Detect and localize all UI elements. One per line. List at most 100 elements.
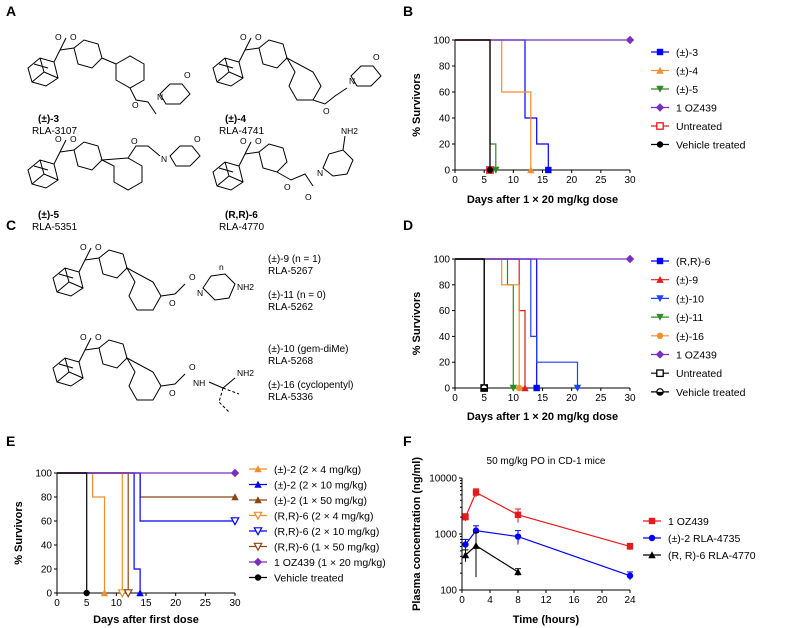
structure-compound-9-11: O O O O N n NH2 [52, 242, 254, 311]
series-end-marker [100, 589, 109, 597]
y-axis-label: % Survivors [13, 501, 25, 565]
x-tick-label: 20 [596, 595, 608, 606]
y-tick-label: 100 [433, 36, 450, 47]
legend-marker [655, 350, 665, 359]
series-end-marker [230, 517, 240, 526]
survival-chart-e: 0 5 10 15 20 25 30 0 20 40 60 80 100 Days after first… [13, 464, 386, 626]
panel-label-c: C [6, 217, 16, 233]
legend-marker [254, 496, 262, 504]
atom-o: O [284, 182, 291, 192]
y-tick-label: 0 [46, 589, 52, 600]
data-point [462, 541, 469, 548]
data-point [626, 543, 634, 550]
series-end-marker [123, 589, 133, 598]
atom-o: O [189, 272, 196, 282]
x-tick-label: 0 [54, 598, 60, 609]
atom-o: O [55, 32, 62, 42]
legend-label: 1 OZ439 [676, 103, 717, 115]
x-tick-label: 15 [140, 598, 152, 609]
series-end-marker [573, 384, 582, 392]
atom-o: O [323, 106, 330, 116]
legend-marker [656, 313, 664, 321]
y-tick-label: 100 [35, 469, 52, 480]
y-tick-label: 20 [41, 565, 53, 576]
series-1: (±)-2 RLA-4735 [462, 525, 740, 581]
structure-compound-10-16: O O O O NH NH2 [52, 332, 254, 413]
legend-label: Vehicle treated [274, 573, 344, 585]
x-tick-label: 30 [624, 175, 636, 186]
y-tick-label: 80 [41, 493, 53, 504]
data-point [472, 489, 480, 496]
series-end-marker [492, 166, 500, 174]
atom-nh2: NH2 [237, 282, 254, 292]
legend-label: Vehicle treated [676, 387, 746, 399]
atom-o: O [373, 52, 380, 62]
compound-code-9: RLA-5267 [268, 266, 313, 277]
legend-marker [656, 369, 664, 378]
structure-compound-6: O O O O N NH2 [212, 126, 358, 202]
legend-marker [253, 527, 263, 536]
series-end-marker [480, 388, 488, 392]
legend-label: (R, R)-6 RLA-4770 [668, 550, 756, 562]
x-axis-label: Days after first dose [93, 614, 199, 626]
compound-code-5: RLA-5351 [32, 222, 77, 233]
legend-label: (±)-2 (2 × 4 mg/kg) [274, 464, 361, 476]
plasma-concentration-chart-f: 0 4 8 12 16 20 24 100 1000 10000 Time (hours) Plasm… [411, 456, 756, 626]
atom-o: O [95, 332, 102, 342]
y-tick-label: 10000 [429, 474, 457, 485]
legend-marker [648, 534, 656, 542]
y-tick-label: 0 [444, 166, 450, 177]
legend-label: (±)-2 RLA-4735 [668, 533, 740, 545]
compound-id-5: (±)-5 [38, 210, 59, 221]
y-tick-label: 40 [439, 114, 451, 125]
y-tick-label: 40 [41, 541, 53, 552]
compound-id-6: (R,R)-6 [225, 210, 258, 221]
legend-label: (±)-4 [676, 66, 698, 78]
series-line [57, 472, 235, 498]
legend-marker [648, 517, 656, 525]
series-end-marker [521, 384, 529, 392]
compound-code-6: RLA-4770 [219, 222, 264, 233]
atom-o: O [80, 332, 87, 342]
x-tick-label: 16 [568, 595, 580, 606]
legend-marker [656, 122, 664, 130]
panel-label-d: D [403, 217, 413, 233]
x-tick-label: 10 [508, 393, 520, 404]
series-2: (±)-10 [455, 258, 704, 392]
series-0: (±)-2 (2 × 4 mg/kg) [57, 464, 361, 597]
x-axis-label: Days after 1 × 20 mg/kg dose [467, 194, 618, 206]
legend-label: 1 OZ439 [668, 516, 709, 528]
atom-n: N [349, 76, 355, 86]
x-tick-label: 25 [595, 393, 607, 404]
panel-c-structures: O O O O N n NH2 (±)-9 (n = 1) RLA-5267 (… [52, 242, 354, 413]
atom-o: O [255, 136, 262, 146]
compound-id-10: (±)-10 (gem-diMe) [268, 344, 349, 355]
series-2: (R, R)-6 RLA-4770 [461, 531, 756, 578]
legend-label: (±)-2 (2 × 10 mg/kg) [274, 480, 367, 492]
compound-code-4: RLA-4741 [219, 126, 264, 137]
legend-marker [254, 574, 262, 581]
x-tick-label: 0 [452, 393, 458, 404]
x-axis-label: Days after 1 × 20 mg/kg dose [467, 411, 618, 423]
legend-label: (R,R)-6 (2 × 4 mg/kg) [274, 511, 373, 523]
atom-n: N [161, 154, 167, 164]
series-7: Vehicle treated [57, 472, 344, 597]
legend-label: (±)-5 [676, 84, 698, 96]
atom-o: O [189, 362, 196, 372]
atom-o: O [131, 136, 138, 146]
x-tick-label: 10 [111, 598, 123, 609]
series-0: (R,R)-6 [455, 256, 711, 392]
x-tick-label: 10 [508, 175, 520, 186]
y-tick-label: 100 [433, 255, 450, 266]
legend-label: (R,R)-6 [676, 256, 711, 268]
compound-id-3: (±)-3 [38, 114, 59, 125]
legend-marker [656, 391, 664, 396]
legend-label: (R,R)-6 (1 × 50 mg/kg) [274, 542, 379, 554]
atom-nh2: NH2 [341, 126, 358, 136]
atom-n: N [157, 92, 163, 102]
series-line [455, 39, 491, 170]
structure-compound-3: O O O N O [27, 32, 191, 115]
y-tick-label: 60 [439, 88, 451, 99]
x-tick-label: 5 [481, 175, 487, 186]
